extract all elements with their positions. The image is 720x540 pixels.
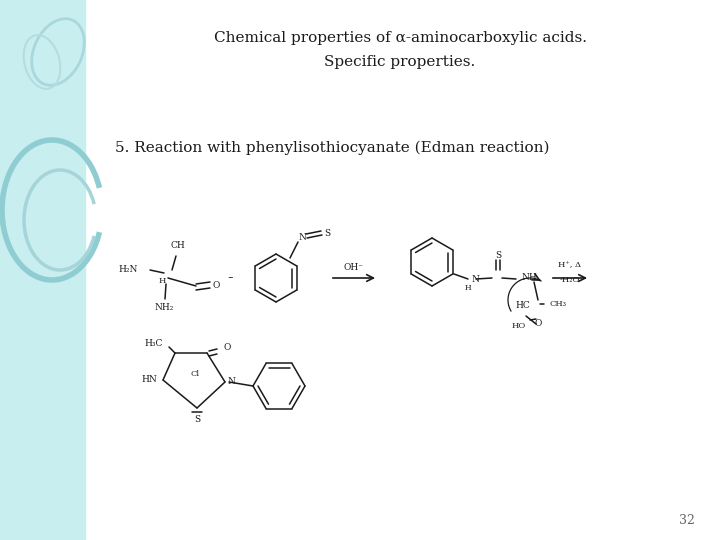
Text: H⁺, Δ: H⁺, Δ — [559, 260, 582, 268]
Text: -H₂O: -H₂O — [560, 276, 580, 284]
Text: CH: CH — [171, 241, 185, 251]
Text: HN: HN — [141, 375, 157, 384]
Text: Chemical properties of α-aminocarboxylic acids.: Chemical properties of α-aminocarboxylic… — [214, 31, 587, 45]
Text: HC: HC — [516, 301, 530, 310]
Text: H₃C: H₃C — [145, 339, 163, 348]
Text: NH₂: NH₂ — [154, 303, 174, 313]
Text: S: S — [194, 415, 200, 424]
Text: N: N — [472, 274, 480, 284]
Text: N: N — [227, 377, 235, 387]
Text: 32: 32 — [679, 514, 695, 526]
Text: S: S — [324, 230, 330, 239]
Text: N: N — [298, 233, 306, 242]
Text: 5. Reaction with phenylisothiocyanate (Edman reaction): 5. Reaction with phenylisothiocyanate (E… — [115, 141, 549, 155]
Text: Specific properties.: Specific properties. — [325, 55, 476, 69]
Bar — [0, 0, 85, 540]
Text: OH⁻: OH⁻ — [344, 264, 364, 273]
Text: Cl: Cl — [190, 370, 199, 378]
Text: H₂N: H₂N — [119, 266, 138, 274]
Text: H: H — [464, 284, 472, 292]
Text: O: O — [534, 320, 541, 328]
Text: O: O — [212, 281, 220, 291]
Text: NH: NH — [522, 273, 538, 282]
Text: HO: HO — [512, 322, 526, 330]
Text: O: O — [223, 342, 230, 352]
Text: CH₃: CH₃ — [550, 300, 567, 308]
Text: -: - — [228, 269, 233, 287]
Text: S: S — [495, 252, 501, 260]
Text: H: H — [158, 277, 166, 285]
